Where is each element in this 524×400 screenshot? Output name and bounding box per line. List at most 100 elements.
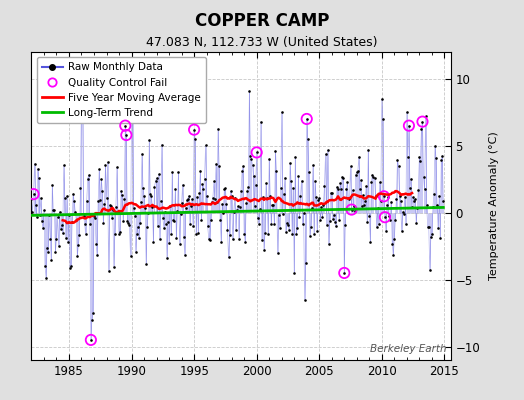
Point: [330, 212, 338, 218]
Point: [277, 185, 285, 192]
Point: [227, 193, 236, 200]
Point: [152, 175, 161, 182]
Point: [61, 195, 69, 202]
Point: [249, 172, 258, 179]
Point: [351, 208, 359, 214]
Point: [314, 196, 322, 203]
Point: [108, 207, 117, 213]
Point: [65, 212, 73, 218]
Point: [423, 224, 432, 230]
Point: [245, 88, 254, 95]
Point: [414, 187, 422, 193]
Point: [429, 204, 437, 210]
Point: [100, 201, 108, 207]
Point: [268, 202, 277, 208]
Point: [281, 174, 289, 181]
Point: [209, 195, 217, 201]
Point: [185, 221, 194, 227]
Point: [41, 263, 49, 269]
Point: [318, 214, 326, 220]
Point: [181, 251, 189, 258]
Point: [397, 228, 406, 234]
Point: [381, 214, 389, 220]
Point: [422, 202, 431, 208]
Point: [416, 158, 424, 165]
Point: [201, 142, 210, 148]
Point: [138, 150, 146, 157]
Point: [278, 109, 286, 116]
Point: [70, 198, 79, 204]
Point: [265, 156, 274, 162]
Point: [118, 192, 126, 198]
Point: [190, 126, 198, 133]
Point: [328, 190, 336, 196]
Point: [408, 204, 416, 210]
Point: [310, 231, 318, 237]
Point: [379, 116, 387, 122]
Point: [293, 225, 301, 231]
Point: [321, 151, 330, 157]
Point: [147, 193, 156, 200]
Point: [202, 193, 211, 199]
Point: [169, 217, 178, 224]
Point: [47, 257, 56, 264]
Point: [304, 168, 313, 175]
Point: [375, 221, 383, 227]
Point: [39, 225, 47, 232]
Point: [74, 242, 83, 248]
Point: [409, 194, 417, 200]
Point: [346, 163, 355, 170]
Point: [145, 137, 154, 144]
Point: [92, 241, 100, 248]
Point: [28, 209, 37, 216]
Point: [197, 217, 205, 224]
Point: [360, 202, 368, 208]
Point: [341, 222, 350, 228]
Point: [112, 204, 120, 210]
Point: [313, 228, 321, 234]
Point: [361, 198, 369, 204]
Point: [323, 147, 332, 153]
Point: [188, 196, 196, 203]
Point: [125, 222, 134, 228]
Point: [81, 231, 90, 237]
Point: [432, 155, 440, 161]
Point: [398, 208, 407, 215]
Point: [71, 208, 80, 215]
Point: [183, 196, 191, 203]
Point: [34, 166, 42, 172]
Point: [336, 180, 344, 186]
Point: [347, 206, 356, 213]
Point: [279, 211, 287, 218]
Point: [344, 195, 353, 202]
Point: [364, 146, 373, 153]
Point: [258, 237, 266, 243]
Point: [69, 191, 78, 197]
Point: [244, 184, 253, 191]
Point: [137, 199, 145, 205]
Point: [40, 207, 48, 214]
Point: [129, 205, 138, 211]
Point: [184, 192, 193, 199]
Point: [292, 231, 300, 237]
Point: [45, 212, 53, 218]
Point: [217, 238, 225, 245]
Point: [255, 221, 263, 227]
Point: [264, 231, 272, 238]
Point: [160, 225, 168, 231]
Point: [275, 212, 283, 218]
Point: [124, 220, 133, 226]
Point: [266, 192, 275, 199]
Point: [142, 260, 150, 267]
Point: [220, 186, 228, 192]
Point: [56, 208, 64, 215]
Point: [285, 227, 293, 233]
Point: [121, 122, 129, 129]
Point: [270, 221, 279, 228]
Point: [122, 132, 130, 138]
Point: [98, 188, 106, 194]
Point: [194, 230, 202, 236]
Point: [114, 209, 122, 216]
Point: [78, 89, 86, 95]
Point: [406, 185, 414, 191]
